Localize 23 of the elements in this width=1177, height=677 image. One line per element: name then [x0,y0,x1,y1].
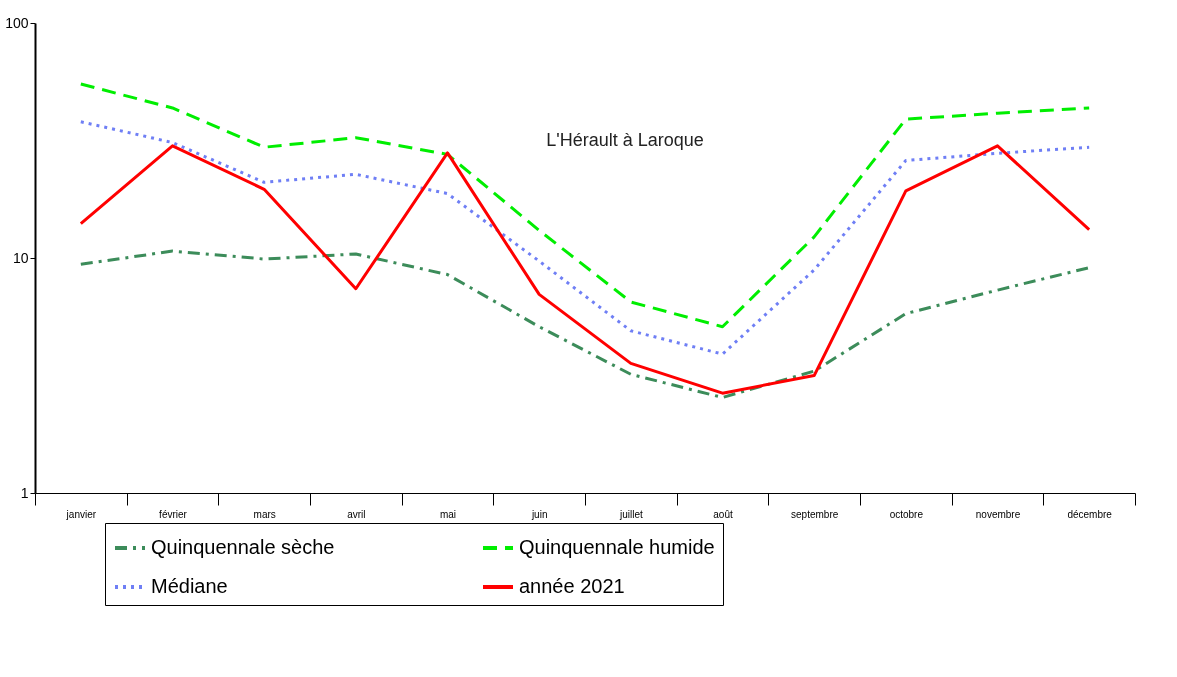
x-tick-label: janvier [65,508,97,520]
y-tick-label: 1 [20,484,29,501]
x-tick-label: mars [253,508,276,520]
y-tick-label: 10 [12,249,29,266]
legend-label: Quinquennale humide [519,536,715,558]
legend-label: année 2021 [519,575,625,597]
line-series [79,120,1091,356]
line-series [79,82,1091,329]
x-tick-label: décembre [1067,508,1113,520]
legend-label: Quinquennale sèche [151,536,335,558]
x-tick-label: avril [347,508,366,520]
annotation: L'Hérault à Laroque [546,130,704,150]
x-tick-label: juillet [618,508,643,520]
legend-label: Médiane [151,575,228,597]
x-tick-label: mai [439,508,457,520]
x-tick-label: septembre [791,508,839,520]
x-tick-label: novembre [975,508,1021,520]
line-series [79,249,1091,399]
x-tick-label: août [713,508,733,520]
x-tick-label: octobre [889,508,924,520]
y-tick-label: 100 [5,14,29,31]
x-tick-label: juin [530,508,548,520]
x-tick-label: février [159,508,188,520]
